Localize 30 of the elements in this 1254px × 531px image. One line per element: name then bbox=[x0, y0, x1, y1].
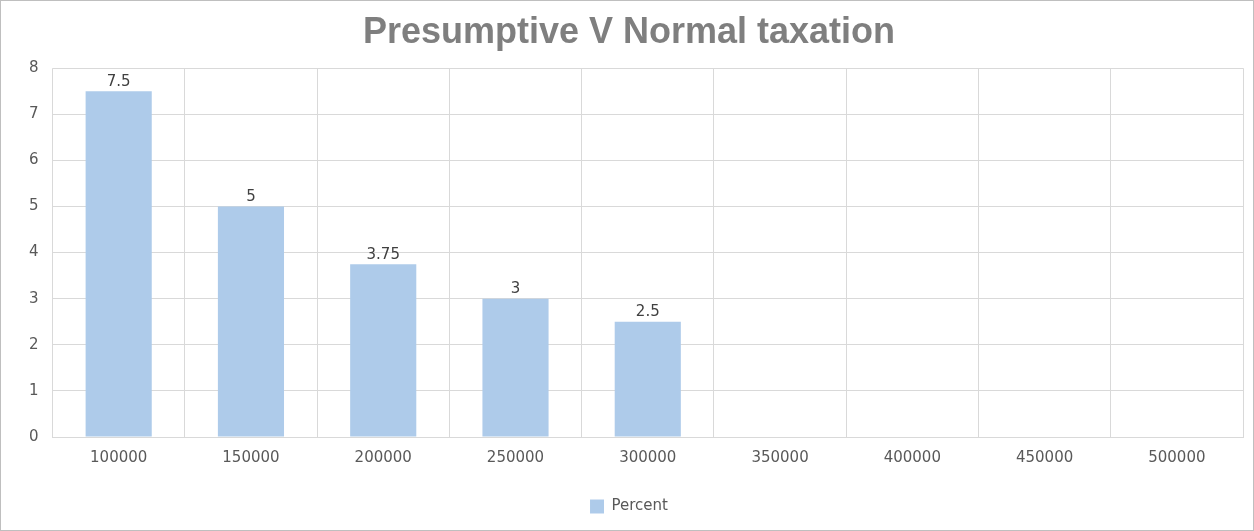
y-tick-label: 1 bbox=[29, 380, 39, 399]
bar bbox=[614, 321, 681, 437]
x-tick-label: 100000 bbox=[90, 447, 148, 466]
x-tick-label: 450000 bbox=[1015, 447, 1074, 466]
data-label: 3 bbox=[510, 279, 521, 298]
y-tick-label: 6 bbox=[29, 150, 39, 169]
data-label: 3.75 bbox=[366, 244, 400, 263]
x-tick-label: 300000 bbox=[619, 447, 677, 466]
y-tick-label: 2 bbox=[29, 334, 39, 353]
chart-title: Presumptive V Normal taxation bbox=[362, 9, 896, 51]
y-tick-label: 4 bbox=[29, 242, 39, 261]
data-label: 2.5 bbox=[635, 302, 660, 321]
legend-label: Percent bbox=[611, 496, 669, 515]
x-tick-label: 350000 bbox=[751, 447, 809, 466]
bar bbox=[217, 206, 285, 437]
y-tick-label: 0 bbox=[29, 426, 39, 445]
x-tick-label: 500000 bbox=[1148, 447, 1206, 466]
y-tick-label: 7 bbox=[29, 104, 39, 123]
y-tick-label: 3 bbox=[29, 288, 39, 307]
data-label: 5 bbox=[246, 186, 256, 205]
bar bbox=[482, 298, 549, 437]
x-tick-label: 150000 bbox=[222, 447, 280, 466]
bar bbox=[350, 264, 417, 437]
x-tick-label: 200000 bbox=[354, 447, 412, 466]
bar bbox=[85, 91, 152, 437]
y-tick-label: 8 bbox=[29, 58, 39, 77]
y-tick-label: 5 bbox=[29, 196, 39, 215]
x-tick-label: 250000 bbox=[486, 447, 545, 466]
data-label: 7.5 bbox=[106, 71, 131, 90]
x-tick-label: 400000 bbox=[883, 447, 941, 466]
